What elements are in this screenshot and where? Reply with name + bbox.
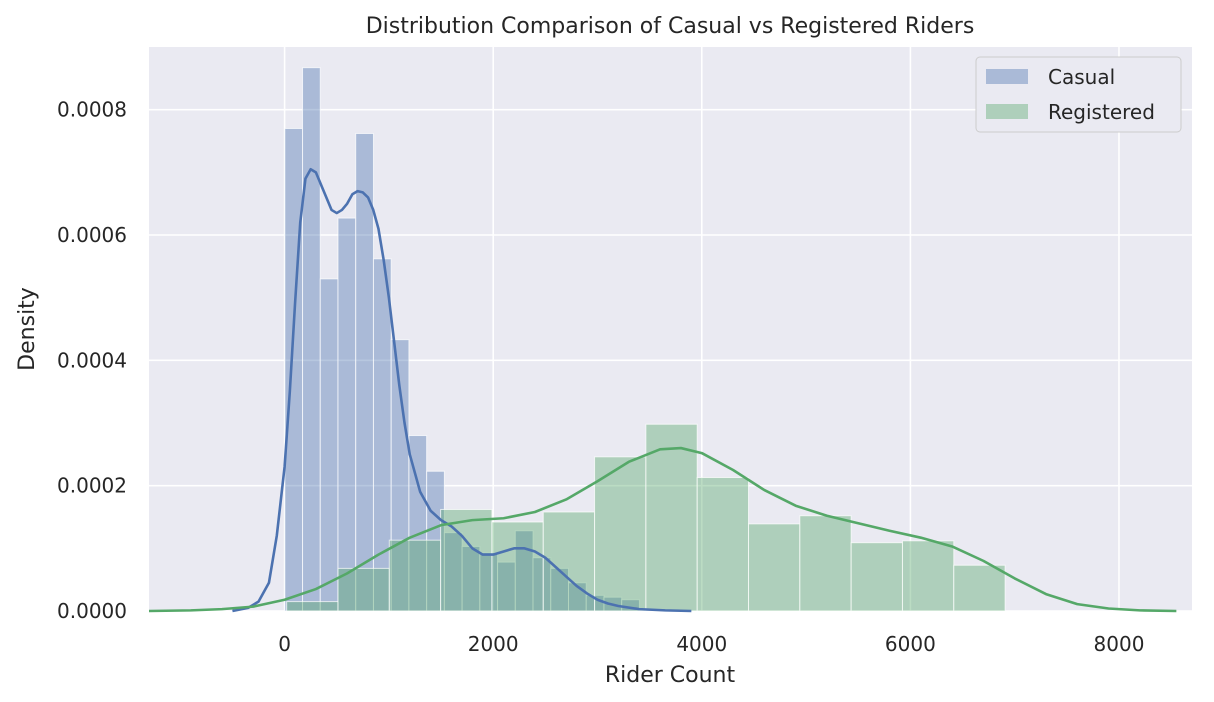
bar-registered-9 <box>748 523 801 612</box>
bars-registered <box>286 423 1006 612</box>
legend-box <box>975 56 1182 133</box>
kde-lines <box>148 167 1177 613</box>
plot-background <box>149 47 1192 611</box>
y-axis-ticks: 0.0000 0.0002 0.0004 0.0006 0.0008 <box>57 98 127 623</box>
legend-swatch-casual <box>986 69 1028 84</box>
bar-registered-4 <box>491 521 544 612</box>
bar-registered-11 <box>850 542 903 612</box>
legend-label-registered: Registered <box>1048 100 1155 124</box>
y-tick-label: 0.0006 <box>57 223 127 247</box>
y-tick-label: 0.0000 <box>57 599 127 623</box>
bar-casual-3 <box>337 217 357 612</box>
x-axis-label: Rider Count <box>605 663 736 688</box>
x-tick-label: 6000 <box>885 632 936 656</box>
bar-casual-2 <box>319 278 339 612</box>
bar-registered-2 <box>388 539 442 612</box>
kde-line-registered <box>148 446 1177 613</box>
bar-registered-12 <box>901 540 955 612</box>
y-axis-label: Density <box>15 287 40 371</box>
bar-registered-5 <box>542 511 596 612</box>
x-tick-label: 4000 <box>676 632 727 656</box>
legend: Casual Registered <box>975 56 1182 133</box>
bar-registered-0 <box>286 601 339 612</box>
legend-label-casual: Casual <box>1048 65 1115 89</box>
x-tick-label: 8000 <box>1094 632 1145 656</box>
bar-registered-6 <box>594 456 647 612</box>
kde-line-casual <box>232 167 692 613</box>
bar-casual-1 <box>302 67 321 612</box>
bar-registered-13 <box>953 564 1006 612</box>
bar-registered-8 <box>696 477 750 612</box>
chart-title: Distribution Comparison of Casual vs Reg… <box>366 14 975 39</box>
x-tick-label: 2000 <box>468 632 519 656</box>
x-tick-label: 0 <box>278 632 291 656</box>
bar-casual-5 <box>372 258 392 612</box>
y-tick-label: 0.0004 <box>57 348 127 372</box>
bar-registered-10 <box>799 515 852 612</box>
bar-registered-7 <box>645 423 698 612</box>
y-tick-label: 0.0008 <box>57 98 127 122</box>
legend-swatch-registered <box>986 104 1028 119</box>
bar-casual-0 <box>284 127 304 612</box>
y-tick-label: 0.0002 <box>57 474 127 498</box>
x-axis-ticks: 0 2000 4000 6000 8000 <box>278 632 1144 656</box>
